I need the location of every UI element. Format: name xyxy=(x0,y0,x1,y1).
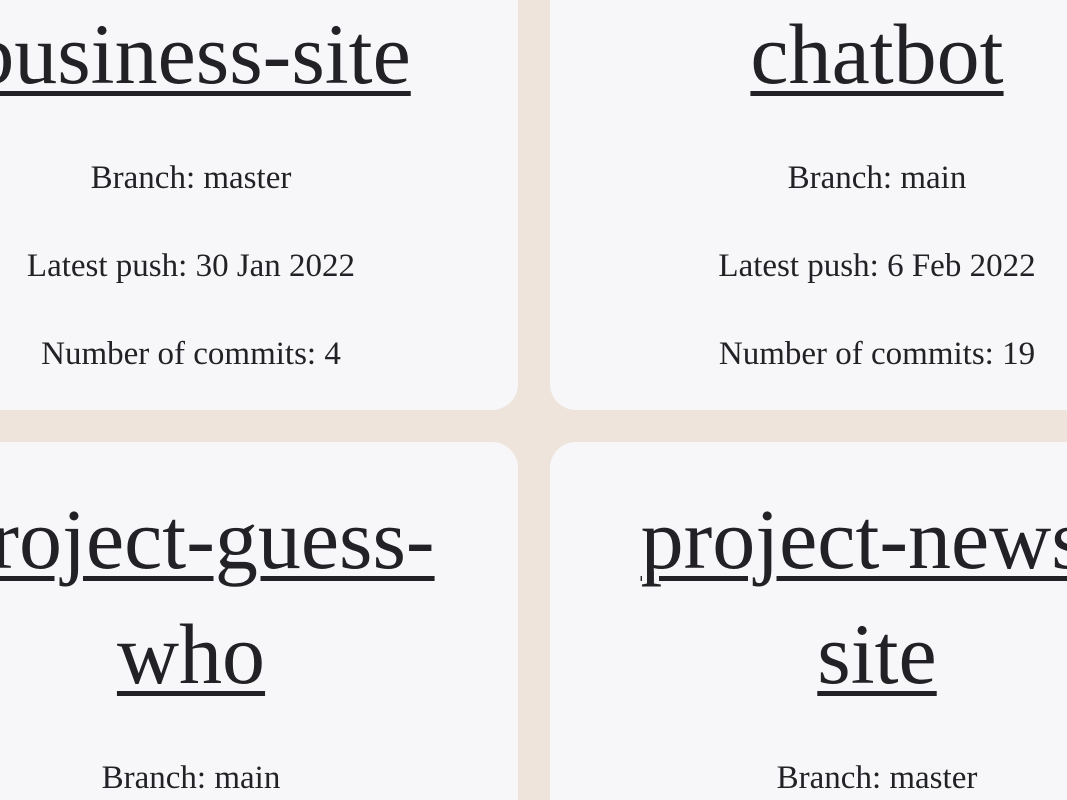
repo-link[interactable]: project-guess-who xyxy=(0,491,435,702)
repo-detail: Latest push: 30 Jan 2022 xyxy=(26,248,356,284)
repo-detail: Number of commits: 4 xyxy=(41,336,341,372)
repo-card: project-news-site Branch: master xyxy=(550,442,1067,800)
repo-link[interactable]: business-site xyxy=(0,6,411,102)
repo-detail: Branch: main xyxy=(101,760,281,796)
repo-detail: Latest push: 6 Feb 2022 xyxy=(718,248,1036,284)
repo-card: project-guess-who Branch: main xyxy=(0,442,518,800)
repo-detail: Branch: main xyxy=(787,160,967,196)
repo-detail: Number of commits: 19 xyxy=(718,336,1036,372)
repo-detail: Branch: master xyxy=(776,760,978,796)
repo-card: chatbot Branch: main Latest push: 6 Feb 20… xyxy=(550,0,1067,410)
repo-link[interactable]: project-news-site xyxy=(640,491,1067,702)
repo-detail: Branch: master xyxy=(90,160,292,196)
repo-card: business-site Branch: master Latest push: … xyxy=(0,0,518,410)
repo-link[interactable]: chatbot xyxy=(750,6,1004,102)
